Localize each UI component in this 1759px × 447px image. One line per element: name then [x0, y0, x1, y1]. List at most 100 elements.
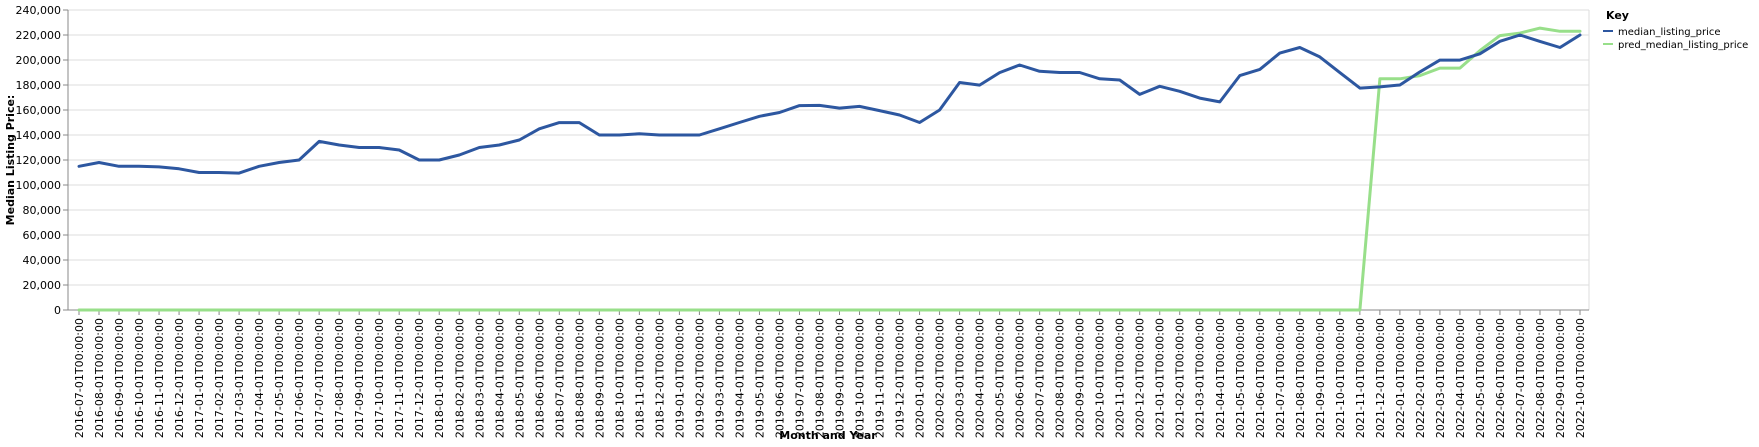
y-tick-label: 20,000 [23, 279, 62, 292]
y-axis: 0 20,000 40,000 60,000 80,000 100,000 120,000 1… [16, 4, 69, 317]
x-tick-label: 2022-09-01T00:00:00 [1554, 318, 1567, 438]
x-tick-label: 2021-03-01T00:00:00 [1194, 318, 1207, 438]
x-tick-label: 2022-08-01T00:00:00 [1534, 318, 1547, 438]
x-tick-label: 2021-07-01T00:00:00 [1274, 318, 1287, 438]
y-tick-label: 220,000 [16, 29, 62, 42]
x-tick-label: 2019-05-01T00:00:00 [753, 318, 766, 438]
x-tick-label: 2020-01-01T00:00:00 [914, 318, 927, 438]
x-tick-label: 2021-05-01T00:00:00 [1234, 318, 1247, 438]
x-tick-label: 2020-11-01T00:00:00 [1114, 318, 1127, 438]
x-tick-label: 2019-02-01T00:00:00 [693, 318, 706, 438]
x-tick-label: 2020-08-01T00:00:00 [1054, 318, 1067, 438]
x-tick-label: 2021-06-01T00:00:00 [1254, 318, 1267, 438]
x-tick-label: 2019-10-01T00:00:00 [854, 318, 867, 438]
x-tick-label: 2019-09-01T00:00:00 [834, 318, 847, 438]
x-tick-label: 2017-06-01T00:00:00 [293, 318, 306, 438]
x-tick-label: 2018-11-01T00:00:00 [633, 318, 646, 438]
x-tick-label: 2019-11-01T00:00:00 [874, 318, 887, 438]
x-tick-label: 2018-02-01T00:00:00 [453, 318, 466, 438]
x-tick-label: 2017-05-01T00:00:00 [273, 318, 286, 438]
x-tick-label: 2017-01-01T00:00:00 [193, 318, 206, 438]
y-tick-label: 100,000 [16, 179, 62, 192]
x-tick-label: 2018-05-01T00:00:00 [513, 318, 526, 438]
x-tick-label: 2020-12-01T00:00:00 [1134, 318, 1147, 438]
y-tick-label: 200,000 [16, 54, 62, 67]
x-tick-label: 2022-07-01T00:00:00 [1514, 318, 1527, 438]
series-lines [77, 26, 1582, 312]
x-tick-label: 2017-08-01T00:00:00 [333, 318, 346, 438]
x-tick-label: 2017-03-01T00:00:00 [233, 318, 246, 438]
x-tick-label: 2017-11-01T00:00:00 [393, 318, 406, 438]
x-tick-label: 2019-07-01T00:00:00 [793, 318, 806, 438]
x-tick-label: 2016-12-01T00:00:00 [173, 318, 186, 438]
x-tick-label: 2016-07-01T00:00:00 [73, 318, 86, 438]
x-axis-title: Month and Year [779, 429, 877, 442]
x-tick-label: 2022-02-01T00:00:00 [1414, 318, 1427, 438]
x-tick-label: 2017-02-01T00:00:00 [213, 318, 226, 438]
x-tick-label: 2017-04-01T00:00:00 [253, 318, 266, 438]
x-tick-label: 2020-05-01T00:00:00 [994, 318, 1007, 438]
legend-title: Key [1606, 9, 1629, 22]
x-tick-label: 2021-11-01T00:00:00 [1354, 318, 1367, 438]
y-tick-label: 180,000 [16, 79, 62, 92]
x-tick-label: 2021-10-01T00:00:00 [1334, 318, 1347, 438]
x-tick-label: 2020-10-01T00:00:00 [1094, 318, 1107, 438]
x-tick-label: 2021-04-01T00:00:00 [1214, 318, 1227, 438]
x-tick-label: 2019-03-01T00:00:00 [713, 318, 726, 438]
x-tick-label: 2021-09-01T00:00:00 [1314, 318, 1327, 438]
x-tick-label: 2022-06-01T00:00:00 [1494, 318, 1507, 438]
x-tick-label: 2018-08-01T00:00:00 [573, 318, 586, 438]
gridlines [68, 9, 1590, 311]
x-tick-label: 2019-06-01T00:00:00 [773, 318, 786, 438]
x-tick-label: 2018-03-01T00:00:00 [473, 318, 486, 438]
x-tick-label: 2017-07-01T00:00:00 [313, 318, 326, 438]
y-tick-label: 160,000 [16, 104, 62, 117]
x-tick-label: 2018-04-01T00:00:00 [493, 318, 506, 438]
x-tick-label: 2019-12-01T00:00:00 [894, 318, 907, 438]
y-tick-label: 80,000 [23, 204, 62, 217]
x-tick-label: 2022-10-01T00:00:00 [1574, 318, 1587, 438]
y-tick-label: 240,000 [16, 4, 62, 17]
legend-label: pred_median_listing_price [1618, 40, 1748, 51]
x-tick-label: 2019-04-01T00:00:00 [733, 318, 746, 438]
x-tick-label: 2017-10-01T00:00:00 [373, 318, 386, 438]
series-line-median-listing-price [77, 33, 1582, 175]
x-tick-label: 2018-09-01T00:00:00 [593, 318, 606, 438]
x-tick-label: 2018-10-01T00:00:00 [613, 318, 626, 438]
legend-label: median_listing_price [1618, 27, 1721, 38]
y-tick-label: 60,000 [23, 229, 62, 242]
x-tick-label: 2022-03-01T00:00:00 [1434, 318, 1447, 438]
x-tick-label: 2018-12-01T00:00:00 [653, 318, 666, 438]
legend: Key median_listing_price pred_median_list… [1603, 9, 1748, 51]
x-tick-label: 2019-01-01T00:00:00 [673, 318, 686, 438]
x-tick-label: 2018-07-01T00:00:00 [553, 318, 566, 438]
x-tick-label: 2017-12-01T00:00:00 [413, 318, 426, 438]
y-tick-label: 140,000 [16, 129, 62, 142]
x-tick-label: 2020-07-01T00:00:00 [1034, 318, 1047, 438]
y-tick-label: 0 [54, 304, 61, 317]
x-tick-label: 2020-04-01T00:00:00 [974, 318, 987, 438]
y-tick-label: 120,000 [16, 154, 62, 167]
x-tick-label: 2020-02-01T00:00:00 [934, 318, 947, 438]
y-axis-title: Median Listing Price: [4, 95, 17, 226]
x-tick-label: 2020-06-01T00:00:00 [1014, 318, 1027, 438]
x-axis: 2016-07-01T00:00:00 2016-08-01T00:00:00 20… [68, 309, 1589, 438]
x-tick-label: 2016-10-01T00:00:00 [133, 318, 146, 438]
x-tick-label: 2019-08-01T00:00:00 [813, 318, 826, 438]
x-tick-label: 2021-02-01T00:00:00 [1174, 318, 1187, 438]
x-tick-label: 2018-06-01T00:00:00 [533, 318, 546, 438]
x-tick-label: 2016-09-01T00:00:00 [113, 318, 126, 438]
x-tick-label: 2021-01-01T00:00:00 [1154, 318, 1167, 438]
x-tick-label: 2016-08-01T00:00:00 [93, 318, 106, 438]
x-tick-label: 2020-03-01T00:00:00 [954, 318, 967, 438]
x-tick-label: 2020-09-01T00:00:00 [1074, 318, 1087, 438]
x-tick-label: 2021-08-01T00:00:00 [1294, 318, 1307, 438]
x-tick-label: 2022-04-01T00:00:00 [1454, 318, 1467, 438]
x-tick-label: 2022-01-01T00:00:00 [1394, 318, 1407, 438]
y-tick-label: 40,000 [23, 254, 62, 267]
x-tick-label: 2018-01-01T00:00:00 [433, 318, 446, 438]
series-line-pred-median-listing-price [77, 26, 1582, 312]
x-tick-label: 2022-05-01T00:00:00 [1474, 318, 1487, 438]
x-tick-label: 2017-09-01T00:00:00 [353, 318, 366, 438]
